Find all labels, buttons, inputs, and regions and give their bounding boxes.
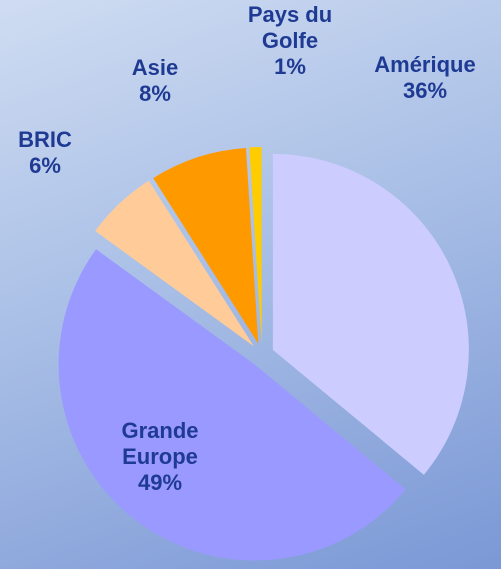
value-label: 8% <box>139 81 171 106</box>
value-label: 36% <box>402 78 448 103</box>
category-label: Asie <box>131 55 179 80</box>
slice-label: Asie 8% <box>120 55 190 107</box>
slice-label: Pays du Golfe 1% <box>230 2 350 80</box>
value-label: 49% <box>137 470 183 495</box>
category-label: Pays du Golfe <box>247 2 333 53</box>
pie-slice <box>153 147 259 344</box>
pie-slice <box>272 153 469 475</box>
pie-slice <box>95 180 254 347</box>
slice-label: Grande Europe 49% <box>90 418 230 496</box>
category-label: BRIC <box>18 127 72 152</box>
value-label: 1% <box>274 54 306 79</box>
slice-label: BRIC 6% <box>5 127 85 179</box>
pie-slice <box>249 147 262 344</box>
category-label: Grande Europe <box>121 418 199 469</box>
category-label: Amérique <box>374 52 476 77</box>
slice-label: Amérique 36% <box>350 52 500 104</box>
value-label: 6% <box>29 153 61 178</box>
pie-slice <box>58 249 406 561</box>
